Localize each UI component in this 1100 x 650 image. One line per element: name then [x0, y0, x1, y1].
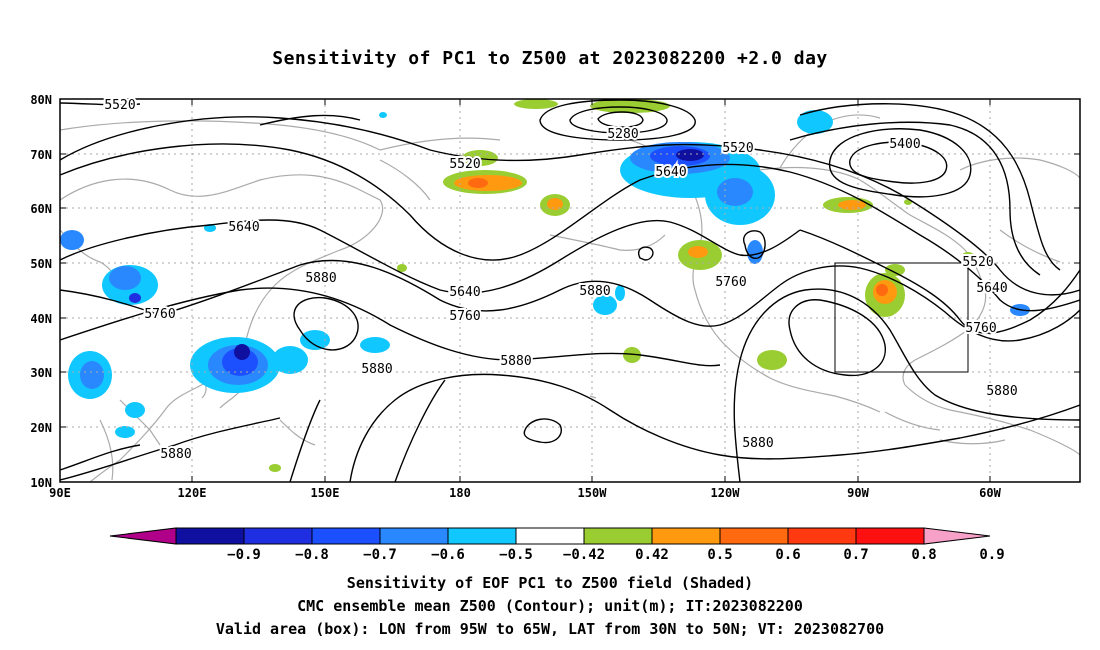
- lat-label: 20N: [30, 421, 52, 435]
- lon-label: 90W: [847, 486, 869, 500]
- colorbar-labels: −0.9 −0.8 −0.7 −0.6 −0.5 −0.42 0.42 0.5 0.6 0.7 0.…: [227, 547, 1005, 563]
- contour-label: 5880: [305, 271, 336, 286]
- colorbar-label: 0.8: [911, 547, 936, 563]
- axis-ticks: [59, 98, 1080, 483]
- lat-label: 10N: [30, 476, 52, 490]
- lon-label: 60W: [979, 486, 1001, 500]
- lon-label: 150E: [311, 486, 340, 500]
- colorbar-swatch: [855, 527, 925, 545]
- colorbar-label: 0.5: [707, 547, 732, 563]
- contour-label: 5760: [965, 321, 996, 336]
- colorbar-swatch: [515, 527, 585, 545]
- contour-label: 5520: [722, 141, 753, 156]
- colorbar-label: −0.5: [499, 547, 533, 563]
- contour-label: 5520: [962, 255, 993, 270]
- lon-label: 150W: [578, 486, 608, 500]
- colorbar-label: −0.8: [295, 547, 329, 563]
- contour-label: 5760: [449, 309, 480, 324]
- caption-line-3: Valid area (box): LON from 95W to 65W, L…: [215, 620, 885, 638]
- lat-label: 30N: [30, 366, 52, 380]
- lon-label: 90E: [49, 486, 71, 500]
- caption-line-1: Sensitivity of EOF PC1 to Z500 field (Sh…: [346, 574, 754, 592]
- contour-label: 5400: [889, 137, 920, 152]
- colorbar-swatch: [311, 527, 381, 545]
- colorbar-min-arrow: [109, 527, 177, 545]
- contour-label: 5880: [500, 354, 531, 369]
- contour-label: 5280: [607, 127, 638, 142]
- colorbar-label: −0.42: [563, 547, 605, 563]
- contour-label: 5880: [160, 447, 191, 462]
- sensitivity-shading: [60, 99, 1030, 472]
- lon-label: 180: [449, 486, 471, 500]
- colorbar-swatch: [583, 527, 653, 545]
- z500-contours: [60, 99, 1080, 482]
- lon-label: 120E: [178, 486, 207, 500]
- colorbar-swatch: [243, 527, 313, 545]
- contour-label: 5520: [449, 157, 480, 172]
- lon-label: 120W: [711, 486, 741, 500]
- lat-label: 50N: [30, 257, 52, 271]
- contour-label: 5640: [976, 281, 1007, 296]
- colorbar-label: −0.6: [431, 547, 465, 563]
- colorbar-swatch: [787, 527, 857, 545]
- lat-label: 70N: [30, 148, 52, 162]
- valid-area-box: [834, 262, 969, 373]
- colorbar-label: 0.7: [843, 547, 868, 563]
- contour-label: 5640: [449, 285, 480, 300]
- colorbar-max-arrow: [923, 527, 991, 545]
- colorbar-label: −0.7: [363, 547, 397, 563]
- contour-label: 5880: [579, 284, 610, 299]
- contour-label: 5880: [986, 384, 1017, 399]
- plot-frame: [59, 98, 1081, 483]
- colorbar-label: 0.9: [979, 547, 1004, 563]
- contour-label: 5640: [655, 165, 686, 180]
- colorbar-swatch: [719, 527, 789, 545]
- colorbar-swatch: [651, 527, 721, 545]
- colorbar: [109, 527, 991, 545]
- caption-line-2: CMC ensemble mean Z500 (Contour); unit(m…: [297, 597, 803, 615]
- lat-label: 60N: [30, 202, 52, 216]
- colorbar-label: −0.9: [227, 547, 261, 563]
- lat-label: 80N: [30, 93, 52, 107]
- lat-label: 40N: [30, 312, 52, 326]
- contour-label: 5880: [742, 436, 773, 451]
- colorbar-swatch: [379, 527, 449, 545]
- grid-lines: [60, 99, 1080, 482]
- contour-label: 5520: [104, 98, 135, 113]
- contour-label: 5640: [228, 220, 259, 235]
- map-title: Sensitivity of PC1 to Z500 at 2023082200…: [272, 48, 828, 69]
- contour-label: 5880: [361, 362, 392, 377]
- colorbar-swatch: [175, 527, 245, 545]
- colorbar-swatch: [447, 527, 517, 545]
- colorbar-label: 0.42: [635, 547, 669, 563]
- contour-label: 5760: [715, 275, 746, 290]
- colorbar-label: 0.6: [775, 547, 800, 563]
- contour-label: 5760: [144, 307, 175, 322]
